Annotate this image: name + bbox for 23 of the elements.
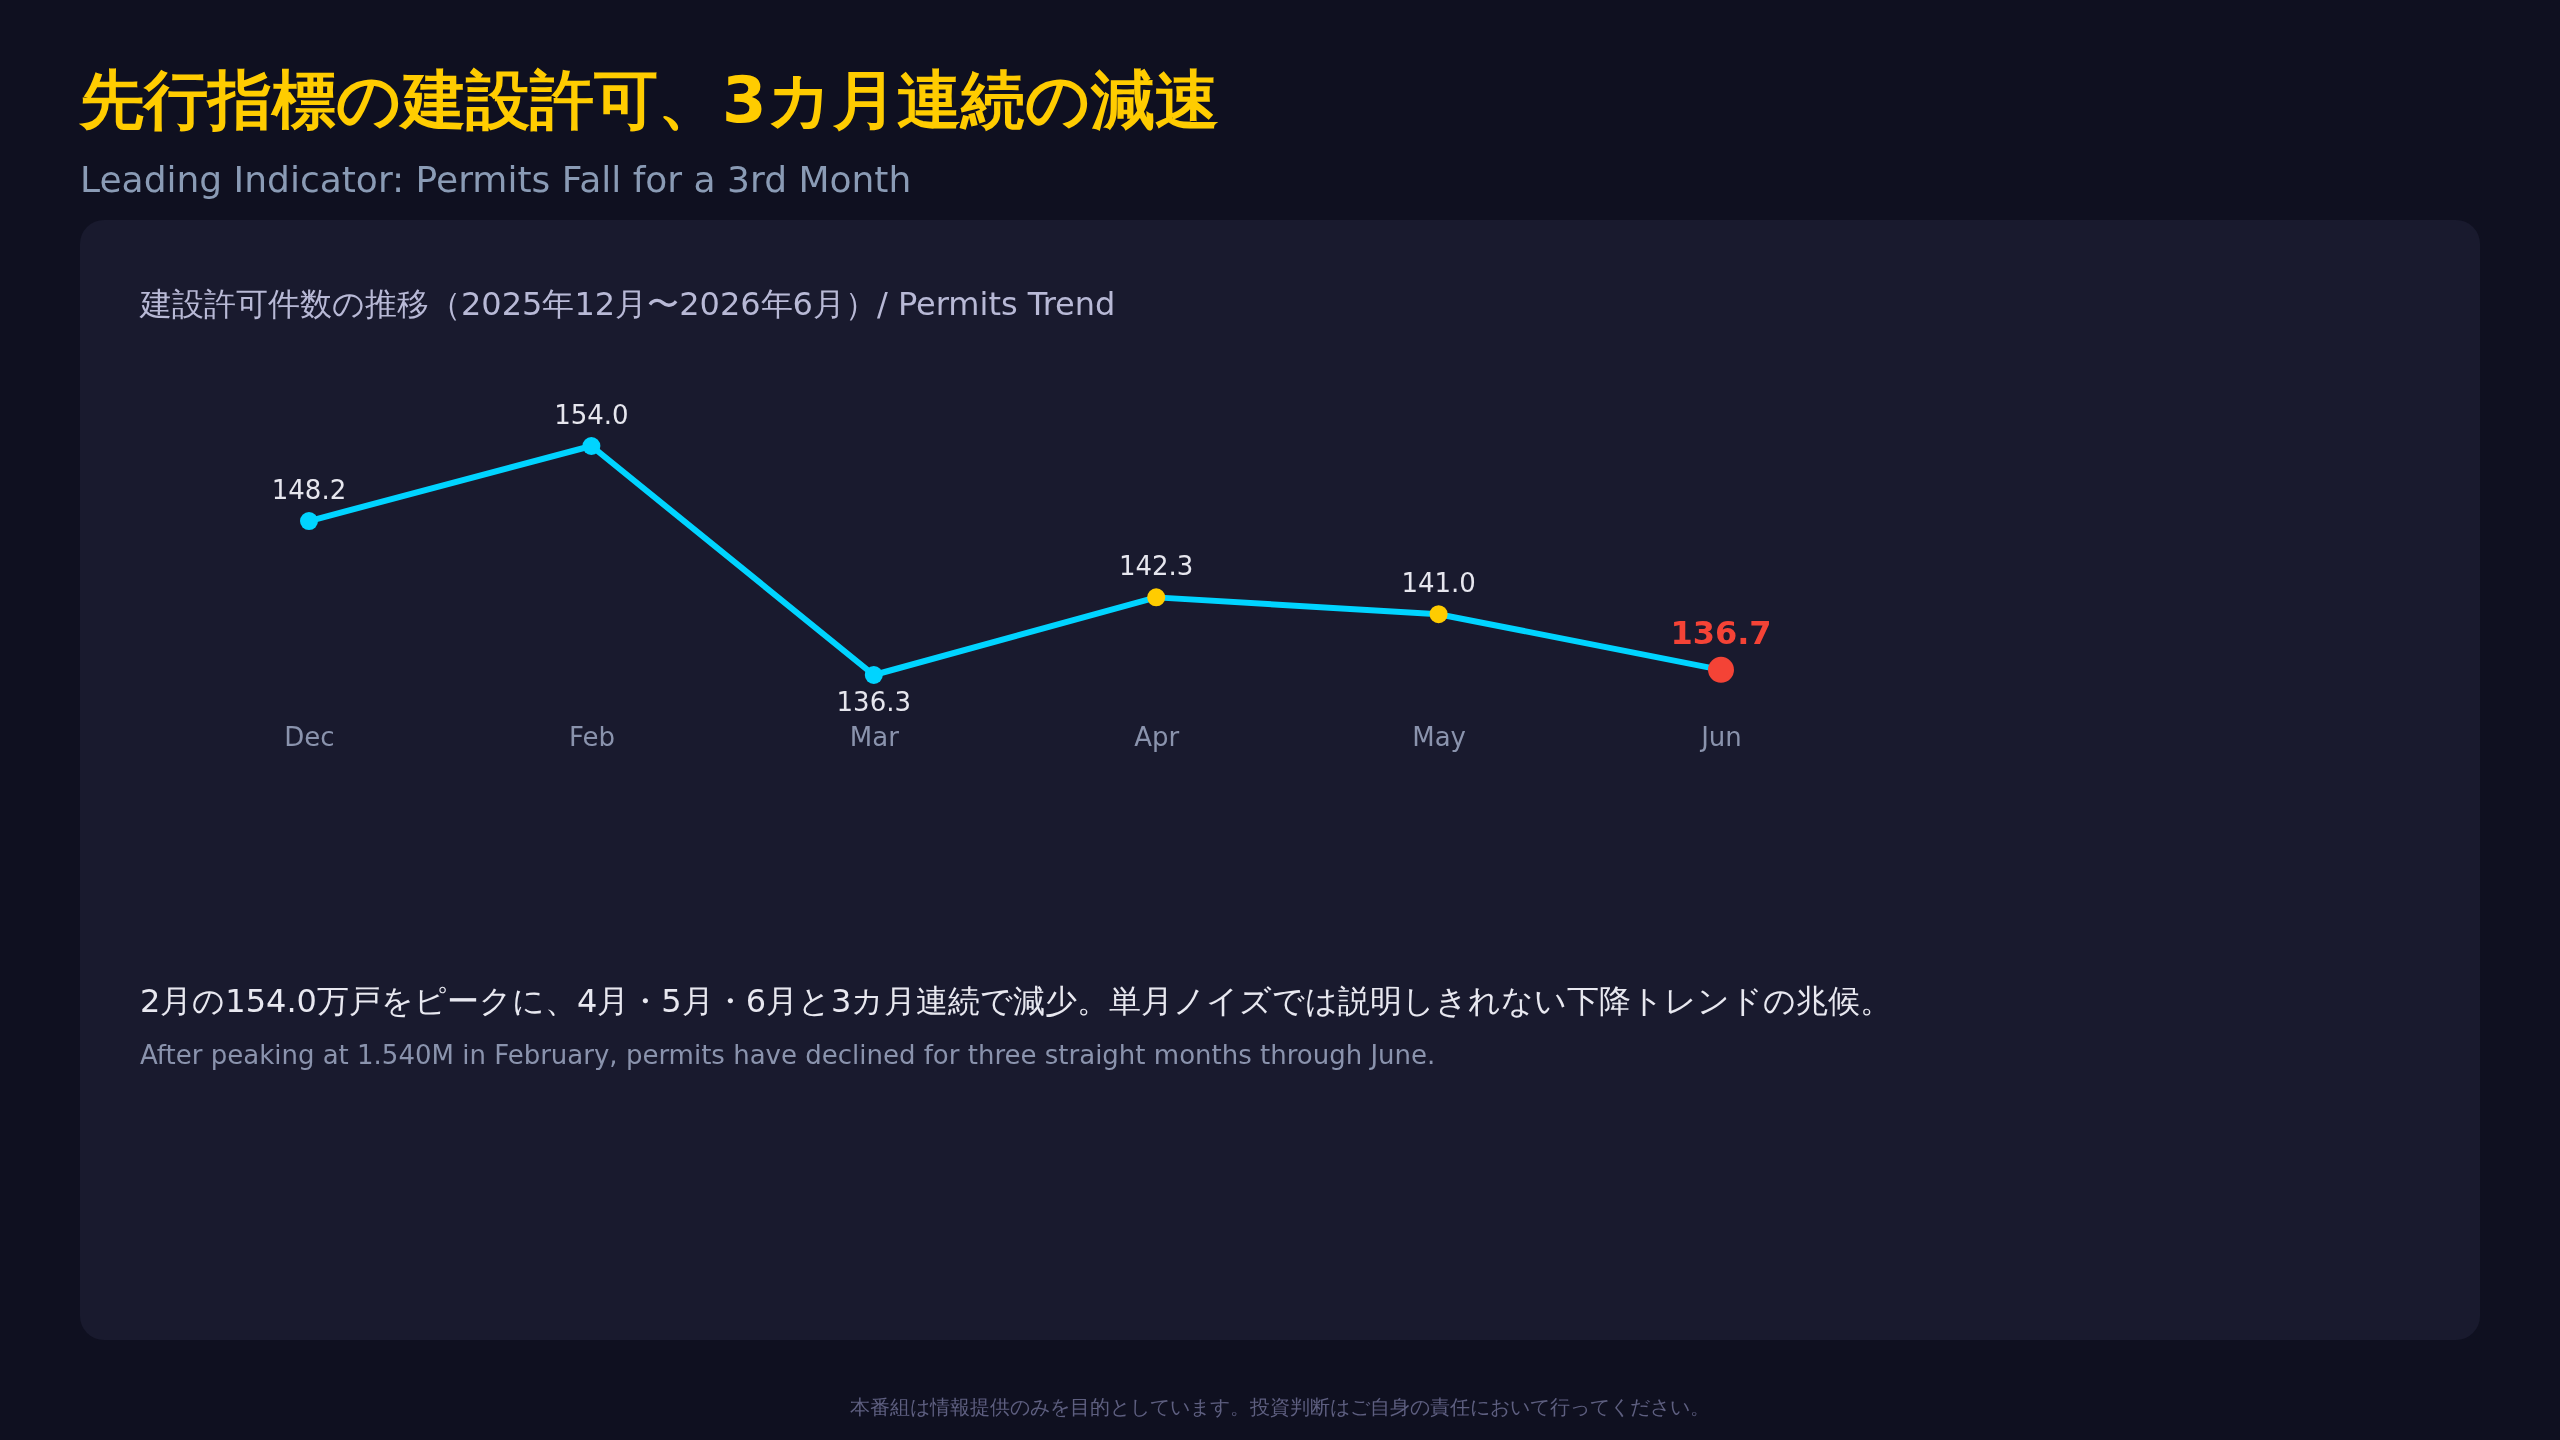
text: After peaking at 1.540M in February, permits have declined for three straight months through June. — [140, 1040, 1436, 1070]
text: 本番組は情報提供のみを目的としています。投資判断はご自身の責任において行ってください。 — [850, 1395, 1710, 1419]
chart-title: 先行指標の建設許可、3カ月連続の減速 — [78, 63, 1219, 137]
data-label: 154.0 — [554, 400, 629, 430]
data-label: 141.0 — [1401, 568, 1476, 599]
x-tick-label: Feb — [568, 722, 615, 753]
data-label: 148.2 — [271, 475, 347, 506]
x-axis-title: 建設許可件数の推移（2025年12月〜2026年6月）/ Permits Trend — [139, 285, 1116, 323]
x-tick-label: May — [1412, 722, 1466, 753]
chart-subtitle: Leading Indicator: Permits Fall for a 3rd Month — [80, 159, 912, 200]
x-tick-label: Mar — [849, 722, 900, 753]
point — [864, 666, 883, 684]
point — [300, 512, 318, 531]
text: 2月の154.0万戸をピークに、4月・5月・6月と3カ月連続で減少。単月ノイズでは説明しきれない下降トレンドの兆候。 — [140, 982, 1893, 1020]
data-label: 136.7 — [1670, 613, 1772, 652]
point — [1429, 605, 1448, 624]
data-label: 136.3 — [836, 687, 912, 717]
point — [1147, 588, 1166, 607]
point — [582, 437, 601, 455]
data-label: 142.3 — [1118, 551, 1194, 582]
x-tick-label: Jun — [1699, 722, 1742, 753]
x-tick-label: Apr — [1134, 722, 1180, 753]
x-tick-label: Dec — [284, 722, 335, 753]
